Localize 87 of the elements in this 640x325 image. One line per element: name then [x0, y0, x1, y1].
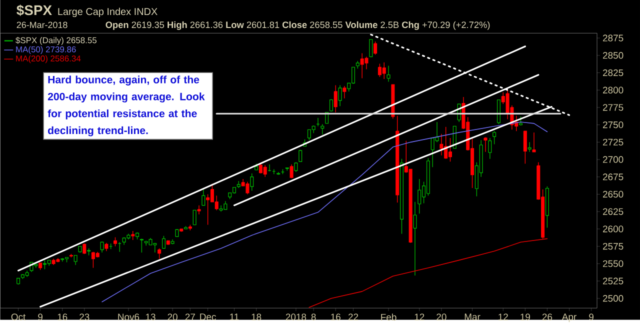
candlestick: [418, 178, 422, 214]
candlestick: [113, 236, 118, 246]
candlestick: [448, 137, 452, 162]
candlestick: [528, 142, 532, 152]
y-tick-label: 2850: [603, 52, 624, 59]
candlestick: [386, 65, 390, 82]
x-tick-label: 11: [230, 313, 239, 320]
chart-title: $SPX: [16, 4, 52, 16]
candlestick: [342, 85, 346, 99]
legend-label: $SPX (Daily) 2658.55: [16, 36, 97, 45]
candlestick: [488, 137, 492, 159]
candlestick: [82, 242, 86, 254]
legend-label: MA(200) 2586.34: [16, 55, 81, 63]
candlestick: [162, 235, 166, 249]
text: Open 2619.35 High 2661.36 Low 2601.81 Close 2658.55 Volume 2.5B Chg +70.29 (+2.72%): [106, 21, 490, 30]
candlestick: [158, 248, 162, 259]
candlestick: [250, 172, 254, 191]
x-tick-label: 22: [348, 313, 358, 320]
x-tick-label: Feb: [381, 313, 396, 320]
candlestick: [519, 116, 523, 126]
y-tick-label: 2575: [603, 242, 624, 250]
x-tick-label: 16: [331, 313, 340, 320]
x-tick-label: 9: [38, 313, 42, 320]
y-tick-label: 2775: [603, 104, 624, 111]
candlestick: [369, 38, 373, 57]
legend-label: MA(50) 2739.86: [16, 46, 76, 54]
x-tick-label: 19: [520, 313, 530, 320]
candlestick: [334, 84, 338, 112]
x-tick-label: Dec: [200, 313, 216, 320]
candlestick: [192, 210, 196, 225]
y-tick-label: 2550: [603, 260, 624, 267]
candlestick: [440, 133, 444, 156]
candlestick: [100, 240, 104, 253]
x-tick-label: 9: [589, 313, 594, 320]
candlestick: [329, 98, 333, 112]
candlestick: [219, 204, 223, 212]
x-tick-label: Oct: [11, 313, 26, 320]
candlestick: [197, 204, 201, 215]
x-tick-label: 20: [168, 313, 178, 320]
x-tick-label: 16: [58, 313, 68, 320]
candlestick: [523, 130, 527, 164]
annotation: Hard bounce, again, off of the 200-day moving average. Look for potential resistance at the declining trend-line.: [48, 75, 205, 136]
x-tick-label: Mar: [464, 313, 480, 320]
y-tick-label: 2625: [603, 208, 624, 215]
candlestick: [140, 238, 144, 253]
candlestick: [492, 130, 496, 144]
y-tick-label: 2825: [603, 69, 624, 76]
candlestick: [338, 84, 342, 106]
line-series: [308, 238, 548, 308]
x-tick-label: 2018: [286, 313, 306, 320]
y-tick-label: 2800: [603, 86, 624, 94]
text: 26-Mar-2018: [16, 22, 68, 28]
y-tick-label: 2500: [603, 294, 624, 302]
y-tick-label: 2525: [603, 277, 624, 284]
candlestick: [290, 164, 294, 178]
y-tick-label: 2750: [603, 121, 624, 128]
x-tick-label: 26: [542, 313, 552, 320]
y-tick-label: 2700: [603, 156, 624, 163]
candlestick: [202, 188, 206, 206]
x-tick-label: Nov6: [118, 313, 140, 320]
candlestick: [382, 62, 386, 80]
candlestick: [131, 230, 135, 240]
candlestick: [413, 201, 417, 276]
y-tick-label: 2875: [603, 34, 624, 42]
x-tick-label: 20: [436, 313, 446, 320]
candlestick: [74, 254, 78, 266]
x-tick-label: 27: [185, 313, 195, 320]
candlestick: [532, 132, 536, 152]
chart-subtitle: Large Cap Index INDX: [58, 8, 158, 17]
x-tick-label: 13: [146, 313, 156, 320]
x-tick-label: 12: [498, 313, 508, 320]
y-tick-label: 2675: [603, 173, 624, 180]
candlestick: [320, 124, 324, 135]
y-tick-label: 2600: [603, 225, 624, 232]
candlestick: [364, 56, 368, 70]
candlestick: [496, 99, 500, 124]
candlestick: [484, 136, 488, 152]
y-tick-label: 2725: [603, 138, 624, 146]
x-tick-label: 12: [414, 313, 424, 320]
x-tick-label: 8: [311, 313, 316, 320]
candlestick: [263, 164, 267, 178]
candlestick: [374, 40, 378, 55]
x-tick-label: Apr: [562, 313, 576, 322]
candlestick: [246, 181, 250, 194]
x-tick-label: 18: [252, 313, 262, 320]
y-tick-label: 2650: [603, 190, 624, 198]
x-tick-label: 23: [80, 313, 90, 320]
